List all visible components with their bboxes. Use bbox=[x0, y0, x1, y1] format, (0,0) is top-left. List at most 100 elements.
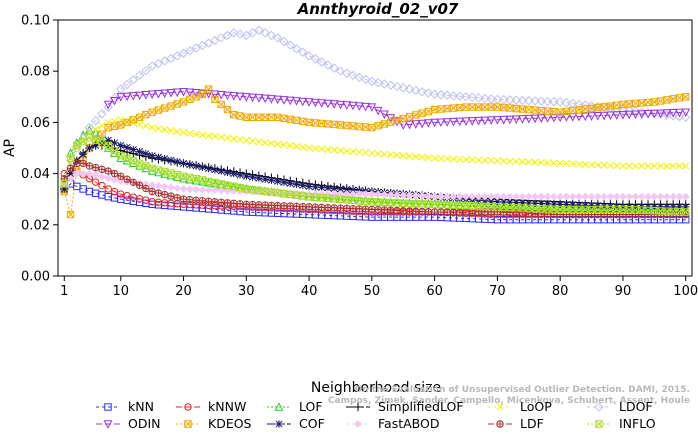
data-point bbox=[336, 204, 345, 212]
data-point bbox=[643, 109, 653, 119]
data-point bbox=[493, 103, 502, 111]
data-point bbox=[368, 149, 376, 157]
x-tick-label: 90 bbox=[615, 284, 632, 299]
data-point bbox=[292, 202, 301, 210]
data-point bbox=[594, 103, 602, 112]
data-point bbox=[575, 106, 583, 114]
data-point bbox=[399, 114, 407, 123]
data-point bbox=[481, 103, 489, 111]
data-point bbox=[619, 192, 627, 201]
data-point bbox=[448, 91, 459, 101]
data-point bbox=[411, 85, 421, 96]
legend-marker bbox=[496, 403, 504, 411]
x-tick-label: 80 bbox=[552, 284, 569, 299]
data-point bbox=[104, 123, 112, 132]
data-point bbox=[549, 192, 558, 201]
data-point bbox=[588, 161, 596, 169]
data-point bbox=[343, 204, 351, 213]
data-point bbox=[682, 93, 690, 101]
data-point bbox=[581, 160, 589, 168]
data-point bbox=[575, 192, 583, 201]
data-point bbox=[236, 135, 244, 144]
data-point bbox=[216, 91, 226, 100]
data-point bbox=[291, 43, 302, 54]
data-point bbox=[612, 111, 622, 120]
data-point bbox=[656, 203, 665, 211]
series-line-knn bbox=[63, 183, 686, 221]
data-point bbox=[512, 192, 521, 201]
data-point bbox=[430, 208, 439, 216]
data-point bbox=[631, 192, 640, 201]
data-point bbox=[324, 120, 332, 128]
data-point bbox=[612, 101, 621, 109]
data-point bbox=[204, 186, 213, 194]
data-point bbox=[574, 99, 584, 109]
data-point bbox=[286, 202, 294, 210]
data-point bbox=[280, 202, 288, 210]
data-point bbox=[324, 145, 332, 154]
data-point bbox=[116, 177, 125, 186]
legend-label: LDF bbox=[520, 416, 544, 431]
data-point bbox=[129, 178, 138, 186]
legend-label: KDEOS bbox=[208, 416, 252, 431]
data-point bbox=[97, 109, 107, 119]
data-point bbox=[399, 191, 408, 200]
data-point bbox=[462, 155, 470, 164]
data-point bbox=[681, 208, 691, 216]
data-point bbox=[562, 113, 571, 122]
data-point bbox=[587, 201, 596, 210]
data-point bbox=[650, 98, 659, 106]
data-point bbox=[72, 141, 82, 150]
data-point bbox=[261, 188, 270, 197]
data-point bbox=[399, 152, 407, 160]
data-point bbox=[249, 137, 257, 145]
data-point bbox=[78, 137, 88, 146]
data-point bbox=[644, 162, 652, 170]
data-point bbox=[84, 122, 95, 133]
data-point bbox=[148, 187, 156, 196]
data-point bbox=[624, 105, 634, 116]
data-point bbox=[85, 144, 94, 152]
data-point bbox=[355, 190, 364, 198]
data-point bbox=[310, 54, 321, 64]
data-point bbox=[110, 139, 119, 147]
data-point bbox=[161, 155, 169, 163]
data-point bbox=[261, 201, 269, 209]
data-point bbox=[154, 189, 163, 197]
data-point bbox=[342, 68, 352, 78]
data-point bbox=[304, 51, 314, 61]
legend-label: SimplifiedLOF bbox=[378, 399, 464, 414]
data-point bbox=[255, 138, 263, 146]
data-point bbox=[274, 177, 282, 185]
series-line-ldof bbox=[63, 29, 686, 187]
data-point bbox=[91, 189, 100, 197]
data-point bbox=[443, 192, 452, 201]
data-point bbox=[217, 186, 226, 195]
watermark-line-2: Campos, Zimek, Sander, Campello, Micenko… bbox=[328, 396, 690, 406]
data-point bbox=[487, 197, 495, 205]
data-point bbox=[292, 180, 301, 189]
data-point bbox=[549, 96, 559, 107]
data-point bbox=[442, 118, 452, 127]
data-point bbox=[461, 117, 471, 127]
data-point bbox=[172, 88, 182, 98]
data-point bbox=[619, 162, 627, 170]
data-point bbox=[128, 92, 138, 101]
legend-item-knnw: kNNW bbox=[176, 399, 246, 414]
data-point bbox=[311, 183, 320, 191]
data-point bbox=[656, 97, 665, 105]
data-point bbox=[550, 200, 558, 208]
legend-label: LDOF bbox=[619, 399, 653, 414]
data-point bbox=[580, 112, 590, 122]
data-point bbox=[437, 105, 445, 113]
data-point bbox=[550, 159, 558, 167]
data-point bbox=[368, 123, 376, 132]
data-point bbox=[129, 116, 138, 124]
data-point bbox=[562, 200, 571, 209]
data-point bbox=[512, 158, 520, 166]
data-point bbox=[210, 35, 220, 46]
data-point bbox=[280, 178, 288, 187]
data-point bbox=[267, 113, 276, 121]
data-point bbox=[449, 117, 458, 127]
